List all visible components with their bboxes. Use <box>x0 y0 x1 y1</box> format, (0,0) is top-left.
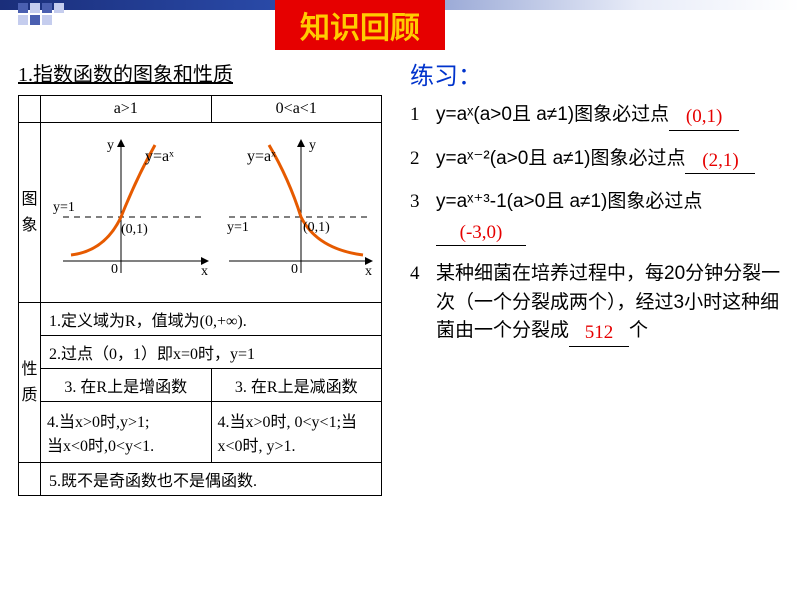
prop-1: 1.定义域为R，值域为(0,+∞). <box>41 303 382 336</box>
svg-text:x: x <box>365 264 372 279</box>
svg-text:y: y <box>309 138 316 153</box>
row-label-graph: 图 象 <box>19 123 41 303</box>
prop-2: 2.过点（0，1）即x=0时，y=1 <box>41 336 382 369</box>
svg-text:y=aˣ: y=aˣ <box>247 148 276 165</box>
prop-3a: 3. 在R上是增函数 <box>41 369 212 402</box>
prop-3b: 3. 在R上是减函数 <box>211 369 382 402</box>
svg-text:y=1: y=1 <box>227 220 249 235</box>
question-4: 4 某种细菌在培养过程中，每20分钟分裂一次（一个分裂成两个），经过3小时这种细… <box>410 260 786 347</box>
svg-text:y=1: y=1 <box>53 200 75 215</box>
answer-3: (-3,0) <box>460 222 503 243</box>
svg-text:(0,1): (0,1) <box>121 222 148 237</box>
prop-5: 5.既不是奇函数也不是偶函数. <box>41 463 382 496</box>
row-label-props: 性 质 <box>19 303 41 463</box>
col-a-lt-1: 0<a<1 <box>211 96 382 123</box>
answer-2: (2,1) <box>702 150 738 171</box>
page-title: 知识回顾 <box>300 3 420 47</box>
exercise-title: 练习： <box>410 56 786 91</box>
svg-text:x: x <box>201 264 208 279</box>
svg-text:(0,1): (0,1) <box>303 220 330 235</box>
section-title: 1.指数函数的图象和性质 <box>18 58 388 87</box>
properties-table: a>1 0<a<1 图 象 0 <box>18 95 382 496</box>
svg-text:y=aˣ: y=aˣ <box>145 148 174 165</box>
prop-4b: 4.当x>0时, 0<y<1;当x<0时, y>1. <box>211 402 382 463</box>
svg-text:0: 0 <box>111 262 118 277</box>
answer-4: 512 <box>585 322 614 343</box>
prop-4a: 4.当x>0时,y>1; 当x<0时,0<y<1. <box>41 402 212 463</box>
question-2: 2 y=aˣ⁻²(a>0且 a≠1)图象必过点(2,1) <box>410 145 786 175</box>
answer-1: (0,1) <box>686 106 722 127</box>
graphs-cell: 0 x y y=aˣ y=1 (0,1) <box>41 123 382 303</box>
question-1: 1 y=aˣ(a>0且 a≠1)图象必过点(0,1) <box>410 101 786 131</box>
svg-text:0: 0 <box>291 262 298 277</box>
col-a-gt-1: a>1 <box>41 96 212 123</box>
question-3: 3 y=aˣ⁺³-1(a>0且 a≠1)图象必过点(-3,0) <box>410 188 786 246</box>
page-title-box: 知识回顾 <box>275 0 445 50</box>
svg-text:y: y <box>107 138 114 153</box>
